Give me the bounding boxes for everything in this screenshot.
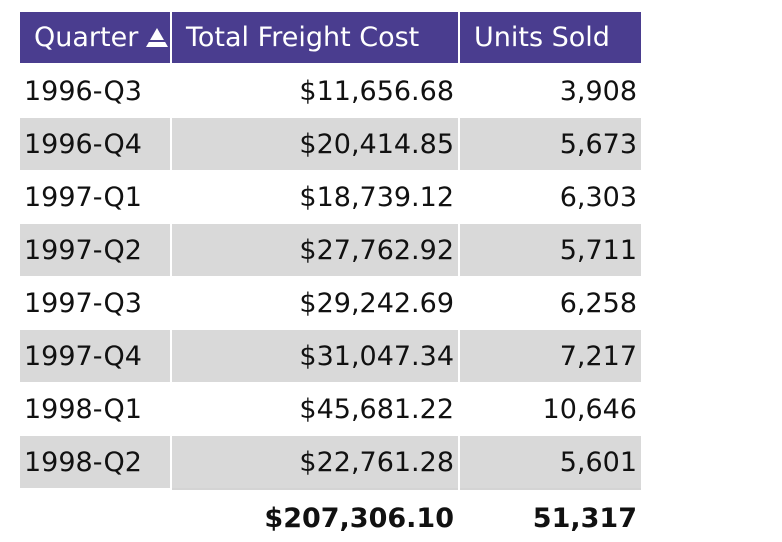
quarter-cell: 1997-Q2: [20, 223, 170, 276]
quarter-cell: 1996-Q4: [20, 117, 170, 170]
table-row: 1998-Q1 $45,681.22 10,646: [20, 382, 641, 435]
quarter-cell: 1996-Q3: [20, 64, 170, 117]
column-header-units-sold[interactable]: Units Sold: [460, 12, 641, 64]
quarter-cell: 1997-Q3: [20, 276, 170, 329]
column-header-total-freight-cost[interactable]: Total Freight Cost: [172, 12, 458, 64]
total-freight-cost: $207,306.10: [172, 488, 458, 542]
freight-cost-cell: $18,739.12: [172, 170, 458, 223]
freight-cost-cell: $31,047.34: [172, 329, 458, 382]
column-header-label: Quarter: [34, 22, 139, 53]
freight-cost-cell: $22,761.28: [172, 435, 458, 488]
units-sold-cell: 6,303: [460, 170, 641, 223]
table-row: 1998-Q2 $22,761.28 5,601: [20, 435, 641, 488]
column-header-label: Total Freight Cost: [186, 22, 420, 53]
table-row: 1997-Q2 $27,762.92 5,711: [20, 223, 641, 276]
total-units-sold: 51,317: [460, 488, 641, 542]
table-row: 1997-Q3 $29,242.69 6,258: [20, 276, 641, 329]
units-sold-cell: 7,217: [460, 329, 641, 382]
freight-cost-cell: $45,681.22: [172, 382, 458, 435]
column-header-label: Units Sold: [474, 22, 610, 53]
units-sold-cell: 5,673: [460, 117, 641, 170]
table-row: 1996-Q3 $11,656.68 3,908: [20, 64, 641, 117]
units-sold-cell: 3,908: [460, 64, 641, 117]
sort-ascending-icon: [146, 28, 169, 47]
table-row: 1997-Q4 $31,047.34 7,217: [20, 329, 641, 382]
column-header-quarter[interactable]: Quarter: [20, 12, 170, 64]
table-row: 1996-Q4 $20,414.85 5,673: [20, 117, 641, 170]
units-sold-cell: 10,646: [460, 382, 641, 435]
units-sold-cell: 6,258: [460, 276, 641, 329]
quarter-cell: 1997-Q4: [20, 329, 170, 382]
units-sold-cell: 5,711: [460, 223, 641, 276]
freight-cost-cell: $27,762.92: [172, 223, 458, 276]
table-row: 1997-Q1 $18,739.12 6,303: [20, 170, 641, 223]
quarter-cell: 1998-Q1: [20, 382, 170, 435]
totals-blank-cell: [20, 488, 170, 542]
freight-cost-cell: $20,414.85: [172, 117, 458, 170]
totals-row: $207,306.10 51,317: [20, 488, 641, 542]
freight-cost-cell: $29,242.69: [172, 276, 458, 329]
table-header-row: Quarter Total Freight Cost Units Sold: [20, 12, 641, 64]
freight-report-table: Quarter Total Freight Cost Units Sold 19…: [18, 12, 643, 542]
freight-cost-cell: $11,656.68: [172, 64, 458, 117]
quarter-cell: 1998-Q2: [20, 435, 170, 488]
quarter-cell: 1997-Q1: [20, 170, 170, 223]
units-sold-cell: 5,601: [460, 435, 641, 488]
